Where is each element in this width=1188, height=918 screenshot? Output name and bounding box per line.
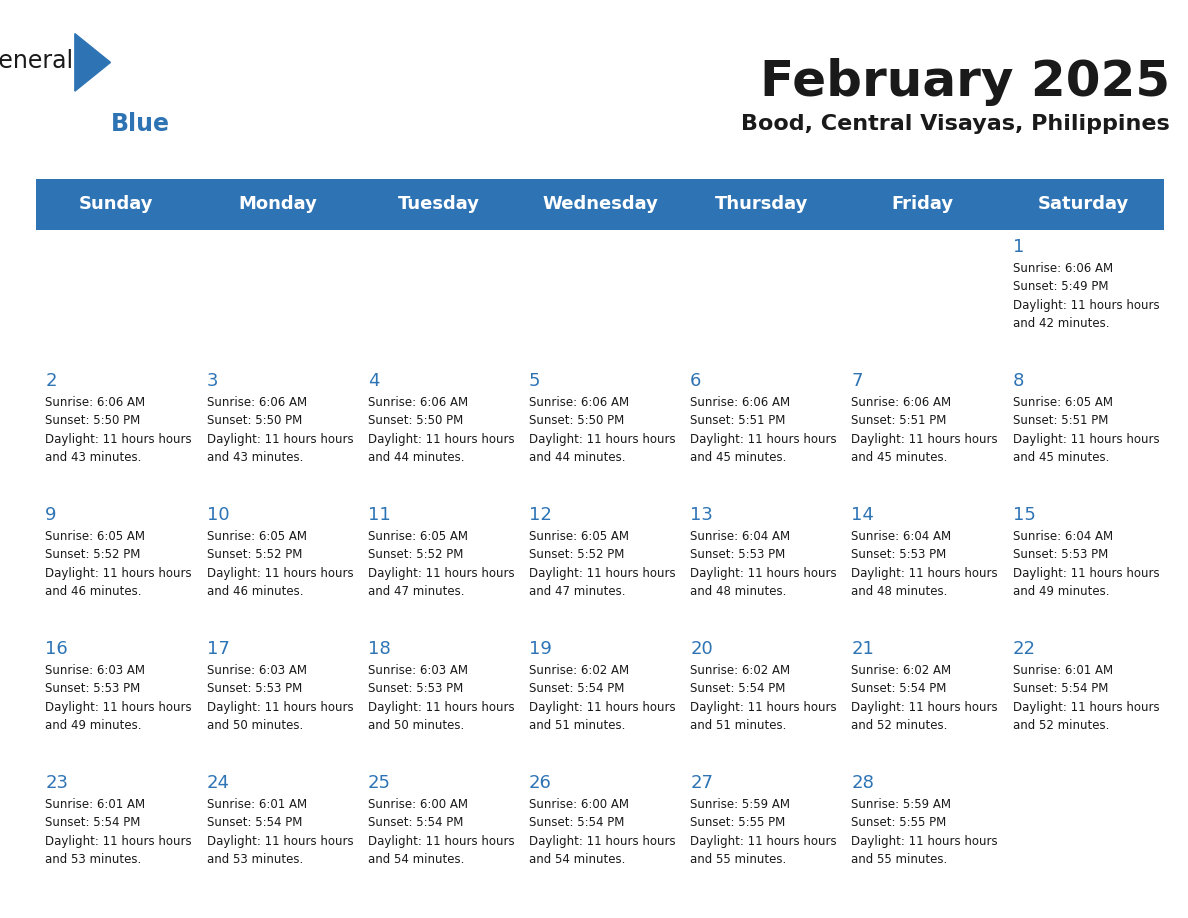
Text: 17: 17 bbox=[207, 640, 229, 657]
Text: 26: 26 bbox=[529, 774, 552, 791]
Text: Sunrise: 6:06 AM
Sunset: 5:50 PM
Daylight: 11 hours hours
and 44 minutes.: Sunrise: 6:06 AM Sunset: 5:50 PM Dayligh… bbox=[368, 396, 514, 465]
Text: Bood, Central Visayas, Philippines: Bood, Central Visayas, Philippines bbox=[741, 114, 1170, 133]
Text: Wednesday: Wednesday bbox=[542, 196, 658, 213]
Text: 12: 12 bbox=[529, 506, 552, 523]
Text: General: General bbox=[0, 49, 74, 73]
Text: Sunrise: 6:00 AM
Sunset: 5:54 PM
Daylight: 11 hours hours
and 54 minutes.: Sunrise: 6:00 AM Sunset: 5:54 PM Dayligh… bbox=[529, 798, 676, 867]
Text: Sunrise: 6:03 AM
Sunset: 5:53 PM
Daylight: 11 hours hours
and 50 minutes.: Sunrise: 6:03 AM Sunset: 5:53 PM Dayligh… bbox=[368, 664, 514, 733]
Text: 14: 14 bbox=[852, 506, 874, 523]
Text: Tuesday: Tuesday bbox=[398, 196, 480, 213]
Text: 13: 13 bbox=[690, 506, 713, 523]
Text: Saturday: Saturday bbox=[1038, 196, 1130, 213]
Text: 6: 6 bbox=[690, 372, 702, 389]
Text: Sunrise: 6:06 AM
Sunset: 5:50 PM
Daylight: 11 hours hours
and 43 minutes.: Sunrise: 6:06 AM Sunset: 5:50 PM Dayligh… bbox=[207, 396, 353, 465]
Text: Sunrise: 6:00 AM
Sunset: 5:54 PM
Daylight: 11 hours hours
and 54 minutes.: Sunrise: 6:00 AM Sunset: 5:54 PM Dayligh… bbox=[368, 798, 514, 867]
Text: 10: 10 bbox=[207, 506, 229, 523]
Text: 22: 22 bbox=[1012, 640, 1036, 657]
Text: Sunrise: 6:02 AM
Sunset: 5:54 PM
Daylight: 11 hours hours
and 51 minutes.: Sunrise: 6:02 AM Sunset: 5:54 PM Dayligh… bbox=[529, 664, 676, 733]
Text: Sunrise: 6:05 AM
Sunset: 5:52 PM
Daylight: 11 hours hours
and 46 minutes.: Sunrise: 6:05 AM Sunset: 5:52 PM Dayligh… bbox=[207, 530, 353, 599]
Text: Sunrise: 6:05 AM
Sunset: 5:51 PM
Daylight: 11 hours hours
and 45 minutes.: Sunrise: 6:05 AM Sunset: 5:51 PM Dayligh… bbox=[1012, 396, 1159, 465]
Text: Sunrise: 6:05 AM
Sunset: 5:52 PM
Daylight: 11 hours hours
and 47 minutes.: Sunrise: 6:05 AM Sunset: 5:52 PM Dayligh… bbox=[529, 530, 676, 599]
Text: Sunrise: 6:01 AM
Sunset: 5:54 PM
Daylight: 11 hours hours
and 52 minutes.: Sunrise: 6:01 AM Sunset: 5:54 PM Dayligh… bbox=[1012, 664, 1159, 733]
Text: 5: 5 bbox=[529, 372, 541, 389]
Text: 21: 21 bbox=[852, 640, 874, 657]
Text: Sunrise: 6:02 AM
Sunset: 5:54 PM
Daylight: 11 hours hours
and 52 minutes.: Sunrise: 6:02 AM Sunset: 5:54 PM Dayligh… bbox=[852, 664, 998, 733]
Text: 23: 23 bbox=[45, 774, 69, 791]
Text: Sunrise: 6:01 AM
Sunset: 5:54 PM
Daylight: 11 hours hours
and 53 minutes.: Sunrise: 6:01 AM Sunset: 5:54 PM Dayligh… bbox=[45, 798, 192, 867]
Text: Thursday: Thursday bbox=[714, 196, 808, 213]
Text: Sunrise: 6:01 AM
Sunset: 5:54 PM
Daylight: 11 hours hours
and 53 minutes.: Sunrise: 6:01 AM Sunset: 5:54 PM Dayligh… bbox=[207, 798, 353, 867]
Text: Sunrise: 6:06 AM
Sunset: 5:49 PM
Daylight: 11 hours hours
and 42 minutes.: Sunrise: 6:06 AM Sunset: 5:49 PM Dayligh… bbox=[1012, 262, 1159, 330]
Text: 2: 2 bbox=[45, 372, 57, 389]
Text: Monday: Monday bbox=[238, 196, 317, 213]
Text: Sunrise: 6:04 AM
Sunset: 5:53 PM
Daylight: 11 hours hours
and 48 minutes.: Sunrise: 6:04 AM Sunset: 5:53 PM Dayligh… bbox=[852, 530, 998, 599]
Text: 8: 8 bbox=[1012, 372, 1024, 389]
Text: Sunrise: 6:06 AM
Sunset: 5:50 PM
Daylight: 11 hours hours
and 44 minutes.: Sunrise: 6:06 AM Sunset: 5:50 PM Dayligh… bbox=[529, 396, 676, 465]
Text: 20: 20 bbox=[690, 640, 713, 657]
Polygon shape bbox=[75, 34, 110, 91]
Text: Sunrise: 6:06 AM
Sunset: 5:51 PM
Daylight: 11 hours hours
and 45 minutes.: Sunrise: 6:06 AM Sunset: 5:51 PM Dayligh… bbox=[690, 396, 836, 465]
Text: Sunrise: 6:06 AM
Sunset: 5:51 PM
Daylight: 11 hours hours
and 45 minutes.: Sunrise: 6:06 AM Sunset: 5:51 PM Dayligh… bbox=[852, 396, 998, 465]
Text: 19: 19 bbox=[529, 640, 552, 657]
Text: Blue: Blue bbox=[110, 113, 170, 137]
Text: 4: 4 bbox=[368, 372, 379, 389]
Text: 27: 27 bbox=[690, 774, 713, 791]
Text: Friday: Friday bbox=[891, 196, 954, 213]
Text: Sunrise: 6:03 AM
Sunset: 5:53 PM
Daylight: 11 hours hours
and 50 minutes.: Sunrise: 6:03 AM Sunset: 5:53 PM Dayligh… bbox=[207, 664, 353, 733]
Text: 7: 7 bbox=[852, 372, 862, 389]
Text: 18: 18 bbox=[368, 640, 391, 657]
Text: Sunday: Sunday bbox=[80, 196, 153, 213]
Text: 16: 16 bbox=[45, 640, 68, 657]
Text: February 2025: February 2025 bbox=[760, 58, 1170, 106]
Text: Sunrise: 6:03 AM
Sunset: 5:53 PM
Daylight: 11 hours hours
and 49 minutes.: Sunrise: 6:03 AM Sunset: 5:53 PM Dayligh… bbox=[45, 664, 192, 733]
Text: 15: 15 bbox=[1012, 506, 1036, 523]
Text: Sunrise: 6:04 AM
Sunset: 5:53 PM
Daylight: 11 hours hours
and 48 minutes.: Sunrise: 6:04 AM Sunset: 5:53 PM Dayligh… bbox=[690, 530, 836, 599]
Text: 3: 3 bbox=[207, 372, 219, 389]
Text: Sunrise: 5:59 AM
Sunset: 5:55 PM
Daylight: 11 hours hours
and 55 minutes.: Sunrise: 5:59 AM Sunset: 5:55 PM Dayligh… bbox=[852, 798, 998, 867]
Text: 9: 9 bbox=[45, 506, 57, 523]
Text: Sunrise: 6:05 AM
Sunset: 5:52 PM
Daylight: 11 hours hours
and 46 minutes.: Sunrise: 6:05 AM Sunset: 5:52 PM Dayligh… bbox=[45, 530, 192, 599]
Text: Sunrise: 6:04 AM
Sunset: 5:53 PM
Daylight: 11 hours hours
and 49 minutes.: Sunrise: 6:04 AM Sunset: 5:53 PM Dayligh… bbox=[1012, 530, 1159, 599]
Text: Sunrise: 6:05 AM
Sunset: 5:52 PM
Daylight: 11 hours hours
and 47 minutes.: Sunrise: 6:05 AM Sunset: 5:52 PM Dayligh… bbox=[368, 530, 514, 599]
Text: 25: 25 bbox=[368, 774, 391, 791]
Text: 24: 24 bbox=[207, 774, 229, 791]
Text: Sunrise: 5:59 AM
Sunset: 5:55 PM
Daylight: 11 hours hours
and 55 minutes.: Sunrise: 5:59 AM Sunset: 5:55 PM Dayligh… bbox=[690, 798, 836, 867]
Text: 28: 28 bbox=[852, 774, 874, 791]
Text: 1: 1 bbox=[1012, 238, 1024, 255]
Text: 11: 11 bbox=[368, 506, 391, 523]
Text: Sunrise: 6:06 AM
Sunset: 5:50 PM
Daylight: 11 hours hours
and 43 minutes.: Sunrise: 6:06 AM Sunset: 5:50 PM Dayligh… bbox=[45, 396, 192, 465]
Text: Sunrise: 6:02 AM
Sunset: 5:54 PM
Daylight: 11 hours hours
and 51 minutes.: Sunrise: 6:02 AM Sunset: 5:54 PM Dayligh… bbox=[690, 664, 836, 733]
